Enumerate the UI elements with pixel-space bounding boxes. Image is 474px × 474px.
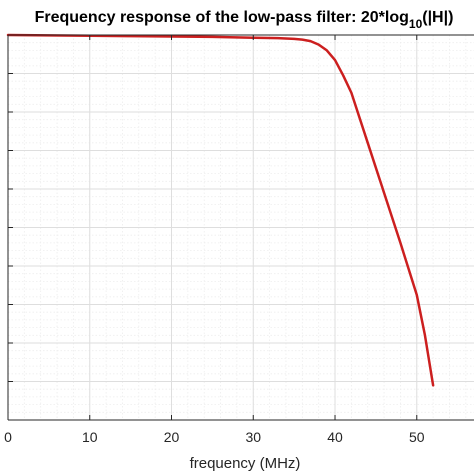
- x-tick-label: 10: [82, 429, 98, 445]
- chart-title-subscript: 10: [409, 17, 423, 31]
- series-layer: [6, 33, 435, 387]
- minor-grid: [7, 34, 474, 421]
- x-axis-label: frequency (MHz): [190, 455, 301, 472]
- chart-title-suffix: (|H|): [422, 9, 453, 26]
- chart-title-prefix: Frequency response of the low-pass filte…: [35, 9, 409, 26]
- series-line: [6, 33, 435, 387]
- x-tick-label: 20: [164, 429, 180, 445]
- x-tick-label: 40: [327, 429, 343, 445]
- x-tick-labels: 0 10 20 30 40 50: [4, 429, 425, 445]
- x-tick-label: 0: [4, 429, 12, 445]
- x-tick-label: 50: [409, 429, 425, 445]
- x-tick-label: 30: [245, 429, 261, 445]
- axes: [7, 34, 474, 421]
- chart-title: Frequency response of the low-pass filte…: [35, 9, 454, 31]
